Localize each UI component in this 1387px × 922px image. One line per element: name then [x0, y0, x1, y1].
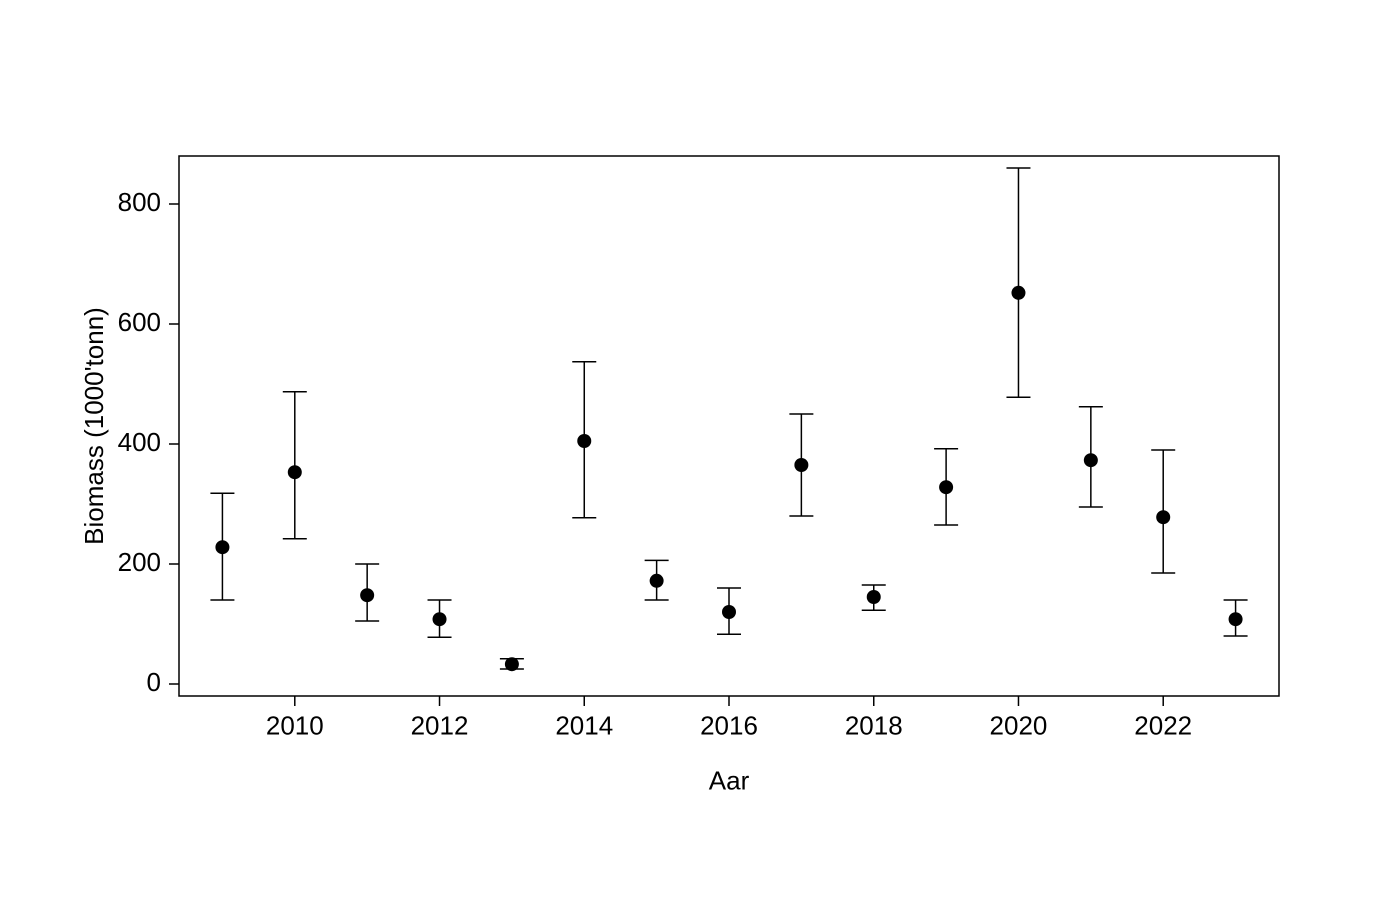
chart-container: 2010 2012 2014 2016 2018 2020 2022 0 200 400 600 80… [0, 0, 1387, 922]
data-point [577, 434, 591, 448]
data-point [505, 657, 519, 671]
y-tick-label: 0 [147, 667, 161, 697]
x-axis-label: Aar [709, 766, 750, 796]
x-tick-label: 2018 [845, 711, 903, 741]
y-tick-label: 200 [118, 547, 161, 577]
y-tick-label: 600 [118, 307, 161, 337]
x-tick-label: 2014 [555, 711, 613, 741]
data-point [867, 590, 881, 604]
y-tick-label: 800 [118, 187, 161, 217]
y-tick-label: 400 [118, 427, 161, 457]
x-tick-label: 2012 [411, 711, 469, 741]
data-point [722, 605, 736, 619]
data-point [1229, 612, 1243, 626]
data-point [794, 458, 808, 472]
data-point [215, 540, 229, 554]
data-point [360, 588, 374, 602]
data-point [433, 612, 447, 626]
data-point [1156, 510, 1170, 524]
x-tick-label: 2022 [1134, 711, 1192, 741]
data-point [1011, 286, 1025, 300]
x-tick-label: 2020 [990, 711, 1048, 741]
data-point [1084, 453, 1098, 467]
data-point [939, 480, 953, 494]
x-tick-label: 2010 [266, 711, 324, 741]
data-point [288, 465, 302, 479]
chart-background [0, 0, 1387, 922]
y-axis-label: Biomass (1000'tonn) [79, 307, 109, 545]
biomass-errorbar-chart: 2010 2012 2014 2016 2018 2020 2022 0 200 400 600 80… [0, 0, 1387, 922]
data-point [650, 574, 664, 588]
x-tick-label: 2016 [700, 711, 758, 741]
